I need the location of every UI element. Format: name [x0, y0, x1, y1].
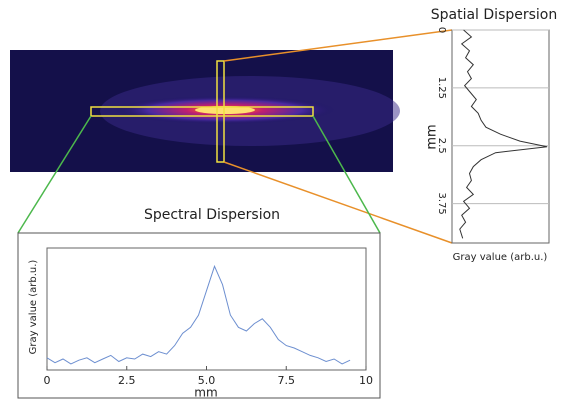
y-axis-label: mm — [425, 124, 440, 149]
y-axis-label: Gray value (arb.u.) — [28, 260, 39, 355]
connector — [17, 115, 92, 234]
chart-title: Spatial Dispersion — [431, 7, 558, 23]
x-tick-label: 2.5 — [118, 374, 136, 387]
camera-image — [10, 50, 400, 172]
data-line — [46, 264, 351, 365]
spectral-roi — [90, 106, 314, 117]
x-tick-label: 5.0 — [198, 374, 216, 387]
plot-area — [46, 247, 367, 371]
x-axis-label: mm — [194, 386, 217, 400]
data-line — [459, 29, 548, 239]
x-axis-label: Gray value (arb.u.) — [453, 252, 548, 263]
y-tick-label: 2.5 — [436, 138, 447, 154]
x-tick-label: 0 — [44, 374, 51, 387]
spatial-roi — [216, 60, 225, 163]
connector — [223, 161, 453, 244]
y-tick-label: 3.75 — [436, 193, 447, 215]
x-tick-label: 7.5 — [278, 374, 296, 387]
y-tick-label: 0 — [436, 27, 447, 33]
y-tick-label: 1.25 — [436, 77, 447, 99]
chart-title: Spectral Dispersion — [144, 207, 280, 223]
x-tick-label: 10 — [359, 374, 373, 387]
connector — [312, 115, 381, 234]
connector — [223, 29, 453, 62]
